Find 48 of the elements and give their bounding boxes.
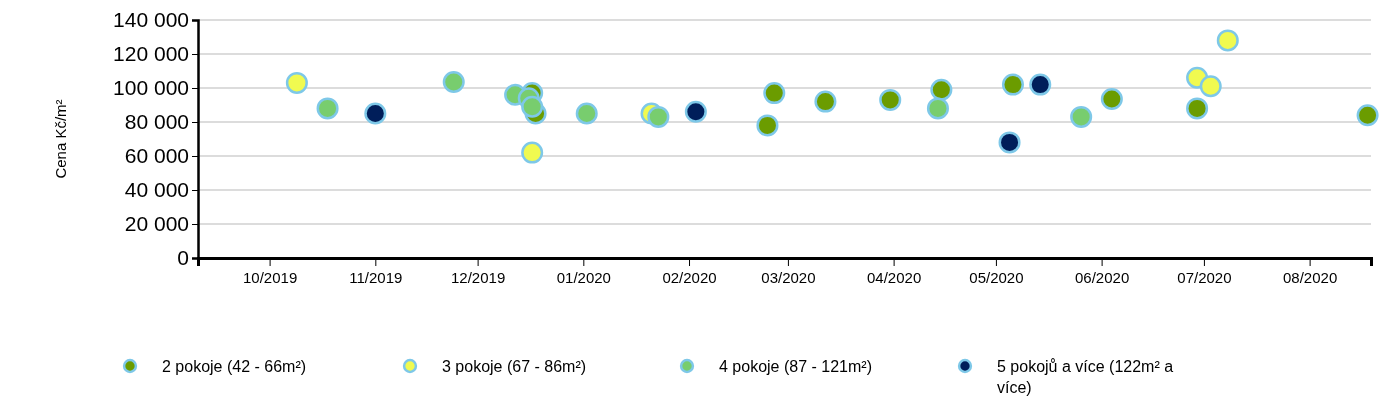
y-tick-label: 20 000 bbox=[124, 212, 189, 236]
point bbox=[521, 95, 544, 118]
y-tick-label: 0 bbox=[177, 246, 189, 270]
legend-label: 3 pokoje (67 - 86m²) bbox=[442, 358, 587, 375]
legend-label: 4 pokoje (87 - 121m²) bbox=[719, 358, 872, 375]
point bbox=[316, 97, 339, 120]
x-tick-label: 10/2019 bbox=[242, 268, 298, 286]
y-tick-label: 40 000 bbox=[124, 178, 189, 202]
point bbox=[1100, 88, 1123, 111]
point bbox=[442, 71, 465, 94]
x-tick-label: 03/2020 bbox=[761, 268, 816, 286]
legend-label: 5 pokojů a více (122m² a více) bbox=[997, 358, 1174, 396]
point bbox=[1356, 104, 1379, 127]
point bbox=[926, 97, 949, 120]
point bbox=[998, 131, 1021, 154]
y-tick-label: 60 000 bbox=[124, 144, 189, 168]
x-tick-label: 02/2020 bbox=[662, 268, 717, 286]
x-tick-label: 05/2020 bbox=[969, 268, 1024, 286]
y-tick-label: 140 000 bbox=[113, 8, 189, 32]
point bbox=[1029, 73, 1052, 96]
y-tick-label: 120 000 bbox=[113, 42, 189, 66]
point bbox=[647, 105, 670, 128]
point bbox=[756, 114, 779, 137]
y-axis-title: Cena Kč/m² bbox=[52, 99, 69, 179]
x-tick-label: 01/2020 bbox=[556, 268, 611, 286]
x-tick-label: 12/2019 bbox=[450, 268, 506, 286]
point bbox=[285, 71, 308, 94]
x-tick-label: 06/2020 bbox=[1075, 268, 1130, 286]
point bbox=[1001, 73, 1024, 96]
y-tick-label: 80 000 bbox=[124, 110, 189, 134]
x-tick-label: 11/2019 bbox=[349, 268, 403, 286]
point bbox=[364, 102, 387, 125]
point bbox=[575, 102, 598, 125]
point bbox=[1186, 97, 1209, 120]
point bbox=[1216, 29, 1239, 52]
point bbox=[684, 100, 707, 123]
point bbox=[763, 82, 786, 105]
x-tick-label: 08/2020 bbox=[1283, 268, 1338, 286]
point bbox=[930, 78, 953, 101]
legend-label: 2 pokoje (42 - 66m²) bbox=[162, 358, 307, 375]
point bbox=[1199, 75, 1222, 98]
point bbox=[879, 88, 902, 111]
x-tick-label: 04/2020 bbox=[867, 268, 922, 286]
point bbox=[1070, 105, 1093, 128]
x-tick-label: 07/2020 bbox=[1177, 268, 1232, 286]
y-tick-label: 100 000 bbox=[113, 76, 189, 100]
point bbox=[521, 141, 544, 164]
point bbox=[814, 90, 837, 113]
